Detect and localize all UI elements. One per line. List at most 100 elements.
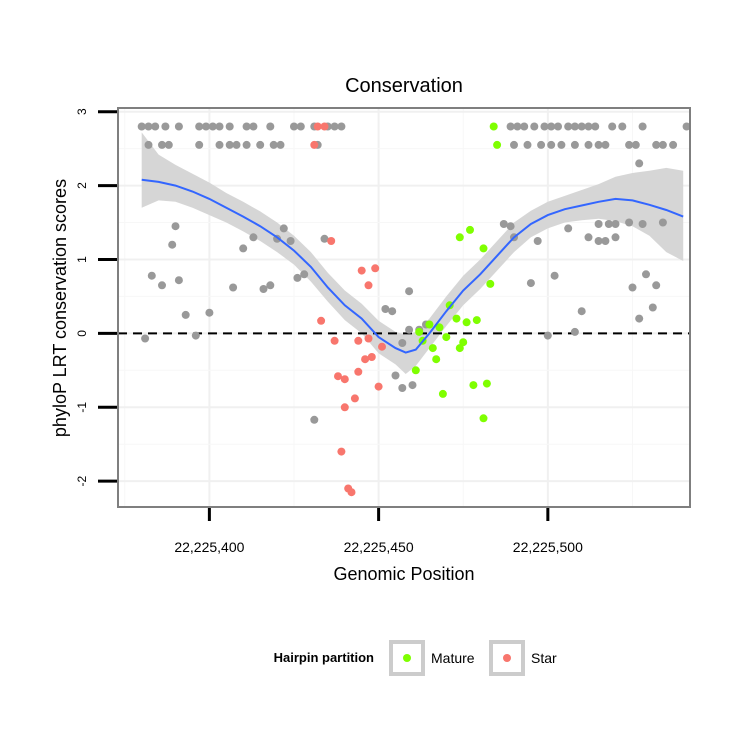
point-other bbox=[286, 237, 295, 245]
x-tick-label: 22,225,450 bbox=[344, 539, 414, 555]
legend-item-mature: Mature bbox=[389, 640, 475, 676]
point-other bbox=[181, 310, 190, 319]
point-other bbox=[543, 331, 552, 340]
point-other bbox=[550, 271, 559, 280]
point-other bbox=[540, 122, 549, 131]
point-star bbox=[374, 382, 383, 391]
point-other bbox=[195, 122, 204, 131]
point-mature bbox=[482, 379, 491, 388]
point-other bbox=[533, 237, 542, 245]
point-star bbox=[327, 237, 336, 245]
point-other bbox=[520, 122, 529, 131]
smooth-line-group bbox=[141, 178, 684, 354]
point-other bbox=[330, 122, 339, 131]
point-mature bbox=[472, 316, 481, 325]
point-other bbox=[310, 415, 319, 424]
point-other bbox=[174, 276, 183, 285]
point-other bbox=[652, 140, 661, 149]
x-axis-title: Genomic Position bbox=[333, 564, 474, 584]
point-star bbox=[347, 488, 356, 497]
point-other bbox=[381, 305, 390, 313]
legend-item-star: Star bbox=[489, 640, 557, 676]
point-mature bbox=[428, 344, 437, 353]
point-star bbox=[310, 140, 319, 149]
point-other bbox=[584, 122, 593, 131]
point-star bbox=[361, 355, 370, 364]
x-tick-label: 22,225,400 bbox=[174, 539, 244, 555]
point-mature bbox=[489, 122, 498, 131]
point-mature bbox=[479, 244, 488, 253]
point-other bbox=[625, 140, 634, 149]
point-other bbox=[642, 270, 650, 279]
point-other bbox=[208, 122, 217, 131]
point-other bbox=[242, 122, 251, 131]
point-star bbox=[350, 394, 359, 403]
point-other bbox=[141, 334, 150, 343]
point-other bbox=[635, 159, 644, 168]
point-other bbox=[570, 140, 579, 149]
point-other bbox=[547, 140, 556, 149]
point-mature bbox=[415, 327, 424, 336]
point-star bbox=[340, 403, 349, 412]
point-other bbox=[577, 122, 586, 131]
point-mature bbox=[493, 140, 502, 149]
point-other bbox=[225, 140, 234, 149]
point-other bbox=[506, 222, 515, 231]
point-other bbox=[242, 140, 251, 149]
point-other bbox=[648, 303, 657, 312]
point-other bbox=[229, 283, 238, 292]
legend-swatch-star bbox=[503, 654, 511, 662]
point-other bbox=[625, 218, 634, 227]
point-other bbox=[239, 244, 248, 253]
point-mature bbox=[486, 279, 495, 288]
plot-background bbox=[118, 108, 690, 507]
point-other bbox=[631, 140, 640, 149]
point-other bbox=[408, 381, 417, 390]
point-other bbox=[144, 140, 153, 149]
point-other bbox=[225, 122, 234, 131]
point-other bbox=[161, 122, 170, 131]
point-other bbox=[682, 122, 691, 131]
point-other bbox=[249, 233, 258, 242]
point-mature bbox=[425, 320, 434, 329]
point-other bbox=[300, 270, 309, 279]
point-other bbox=[195, 140, 204, 149]
point-other bbox=[499, 220, 508, 228]
point-other bbox=[570, 122, 579, 131]
point-other bbox=[168, 240, 177, 249]
y-tick-label: 3 bbox=[75, 108, 89, 115]
point-other bbox=[398, 384, 407, 392]
legend-title: Hairpin partition bbox=[274, 650, 374, 665]
point-other bbox=[202, 122, 210, 131]
legend-swatch-mature bbox=[403, 654, 411, 662]
point-other bbox=[290, 122, 298, 131]
point-other bbox=[215, 140, 224, 149]
point-other bbox=[147, 271, 156, 280]
point-other bbox=[557, 140, 566, 149]
point-other bbox=[191, 331, 200, 340]
point-other bbox=[564, 224, 573, 233]
point-other bbox=[279, 224, 288, 233]
point-other bbox=[151, 122, 160, 131]
chart-title: Conservation bbox=[345, 75, 463, 97]
point-other bbox=[510, 140, 518, 149]
point-other bbox=[137, 122, 146, 131]
point-other bbox=[398, 339, 407, 347]
point-other bbox=[391, 371, 400, 380]
point-other bbox=[594, 220, 603, 228]
panel-border-group bbox=[117, 107, 691, 508]
panel-border bbox=[117, 107, 691, 508]
point-other bbox=[506, 122, 515, 131]
y-tick-label: -1 bbox=[75, 402, 89, 413]
point-mature bbox=[452, 314, 461, 323]
point-other bbox=[526, 279, 535, 288]
point-star bbox=[317, 316, 326, 325]
point-other bbox=[523, 140, 532, 149]
point-star bbox=[330, 336, 339, 345]
point-other bbox=[591, 122, 600, 131]
point-star bbox=[334, 372, 342, 381]
point-other bbox=[669, 140, 678, 149]
point-other bbox=[537, 140, 546, 149]
point-other bbox=[232, 140, 241, 149]
